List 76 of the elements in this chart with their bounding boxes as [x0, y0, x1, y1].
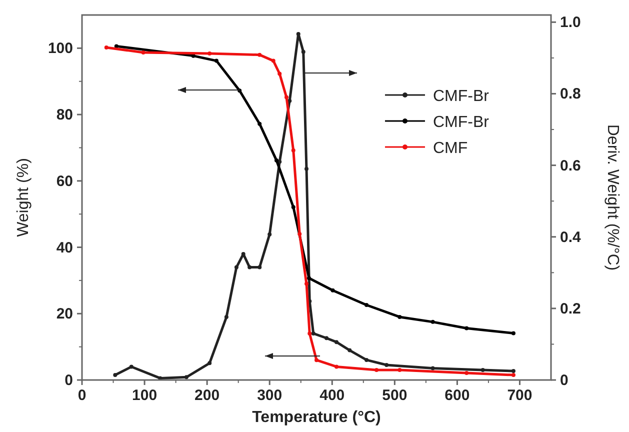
point — [271, 58, 276, 63]
point — [234, 265, 238, 270]
point — [511, 369, 516, 374]
point — [304, 166, 308, 171]
point — [348, 348, 352, 352]
point — [374, 368, 379, 372]
y-axis-title: Weight (%) — [15, 158, 32, 237]
point — [334, 364, 339, 369]
point — [330, 288, 335, 292]
point — [208, 51, 212, 56]
point — [464, 326, 469, 330]
y2-tick-label: 0.4 — [560, 228, 582, 246]
point — [480, 368, 485, 372]
point — [129, 364, 134, 369]
y-tick-label: 0 — [64, 372, 73, 389]
x-tick-label: 600 — [444, 387, 470, 404]
x-tick-label: 400 — [320, 387, 345, 404]
point — [298, 232, 302, 236]
point — [114, 44, 118, 48]
y-tick-label: 100 — [48, 40, 73, 58]
point — [291, 148, 296, 152]
point — [214, 58, 218, 63]
point — [258, 265, 262, 270]
point — [141, 50, 146, 54]
point — [296, 32, 300, 36]
point — [258, 52, 262, 57]
y-tick-label: 60 — [56, 172, 73, 190]
point — [324, 336, 329, 340]
y2-tick-label: 0.2 — [560, 300, 581, 318]
x-tick-label: 200 — [194, 387, 220, 404]
point — [384, 362, 389, 367]
y2-tick-label: 1.0 — [560, 14, 581, 32]
x-tick-label: 0 — [78, 387, 86, 404]
point — [184, 375, 188, 380]
point — [511, 331, 516, 336]
point — [308, 332, 312, 336]
x-tick-label: 100 — [132, 387, 158, 404]
point — [224, 315, 228, 320]
point — [208, 361, 212, 366]
point — [364, 303, 369, 308]
y-tick-label: 40 — [56, 239, 73, 256]
point — [284, 95, 288, 100]
y-tick-label: 20 — [56, 306, 73, 323]
legend-label: CMF — [433, 140, 468, 157]
point — [104, 46, 108, 50]
point — [248, 265, 252, 270]
point — [268, 232, 272, 236]
point — [258, 122, 262, 126]
point — [364, 358, 369, 362]
point — [511, 373, 516, 378]
point — [430, 366, 435, 370]
point — [306, 276, 311, 280]
x-tick-label: 300 — [257, 387, 282, 404]
y2-axis-title: Deriv. Weight (%/°C) — [604, 124, 621, 271]
point — [301, 50, 306, 54]
point — [398, 314, 402, 319]
legend-label: CMF-Br — [433, 88, 490, 105]
y2-tick-label: 0.6 — [560, 157, 581, 174]
point — [278, 72, 282, 76]
point — [430, 320, 435, 324]
y2-tick-label: 0 — [560, 372, 568, 389]
point — [311, 331, 316, 336]
point — [274, 158, 278, 162]
point — [291, 205, 296, 210]
point — [464, 371, 469, 376]
point — [334, 340, 339, 344]
point — [398, 368, 402, 372]
point — [314, 358, 318, 362]
x-tick-label: 700 — [507, 387, 532, 404]
legend-label: CMF-Br — [433, 114, 490, 131]
point — [113, 372, 118, 377]
point — [304, 282, 308, 286]
x-axis-title: Temperature (°C) — [252, 409, 381, 426]
y2-tick-label: 0.8 — [560, 86, 581, 103]
y-tick-label: 80 — [56, 106, 73, 124]
x-tick-label: 500 — [382, 387, 408, 404]
